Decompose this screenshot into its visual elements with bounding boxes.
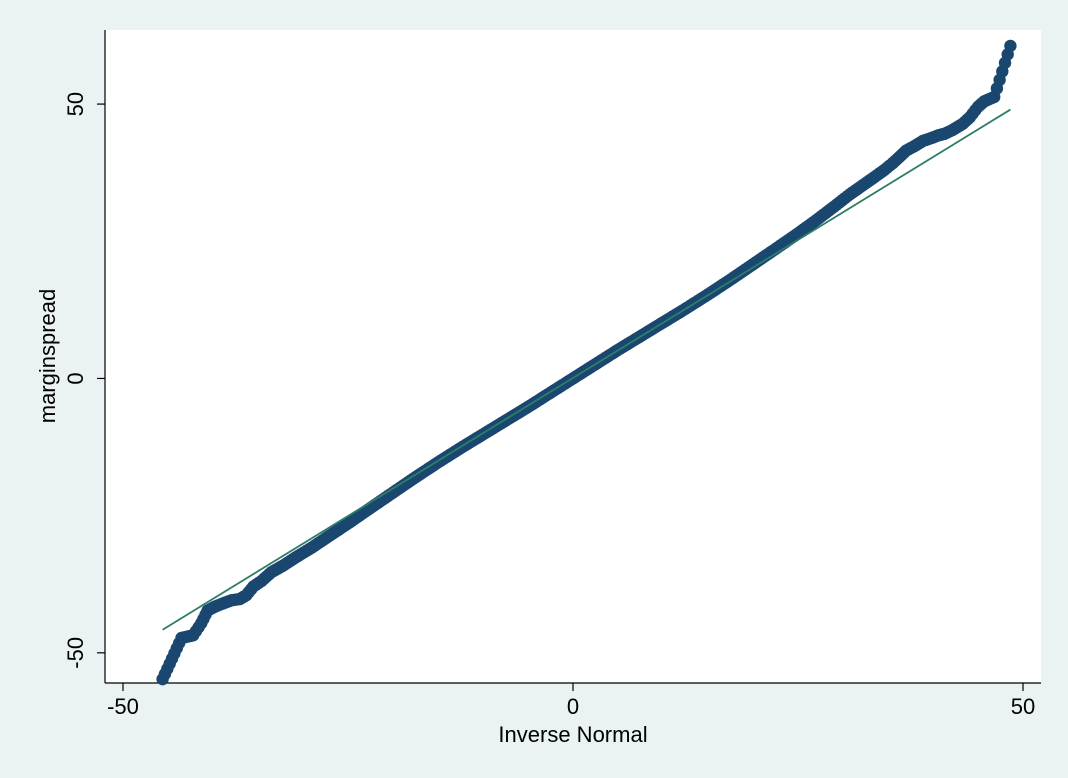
y-tick-label: 0 (63, 372, 88, 384)
fit-line-layer (162, 108, 1011, 631)
reference-line (162, 108, 1011, 631)
tick-labels: -50 0 50 -50 0 50 (63, 92, 1035, 719)
x-axis-title: Inverse Normal (498, 722, 647, 747)
y-axis-title: marginspread (35, 289, 60, 424)
plot-background (105, 30, 1041, 683)
x-tick-label: 50 (1011, 694, 1035, 719)
data-point (1004, 39, 1017, 53)
x-tick-label: -50 (107, 694, 139, 719)
y-tick-label: 50 (63, 92, 88, 116)
axes (97, 30, 1041, 691)
y-tick-label: -50 (63, 637, 88, 669)
x-tick-label: 0 (567, 694, 579, 719)
